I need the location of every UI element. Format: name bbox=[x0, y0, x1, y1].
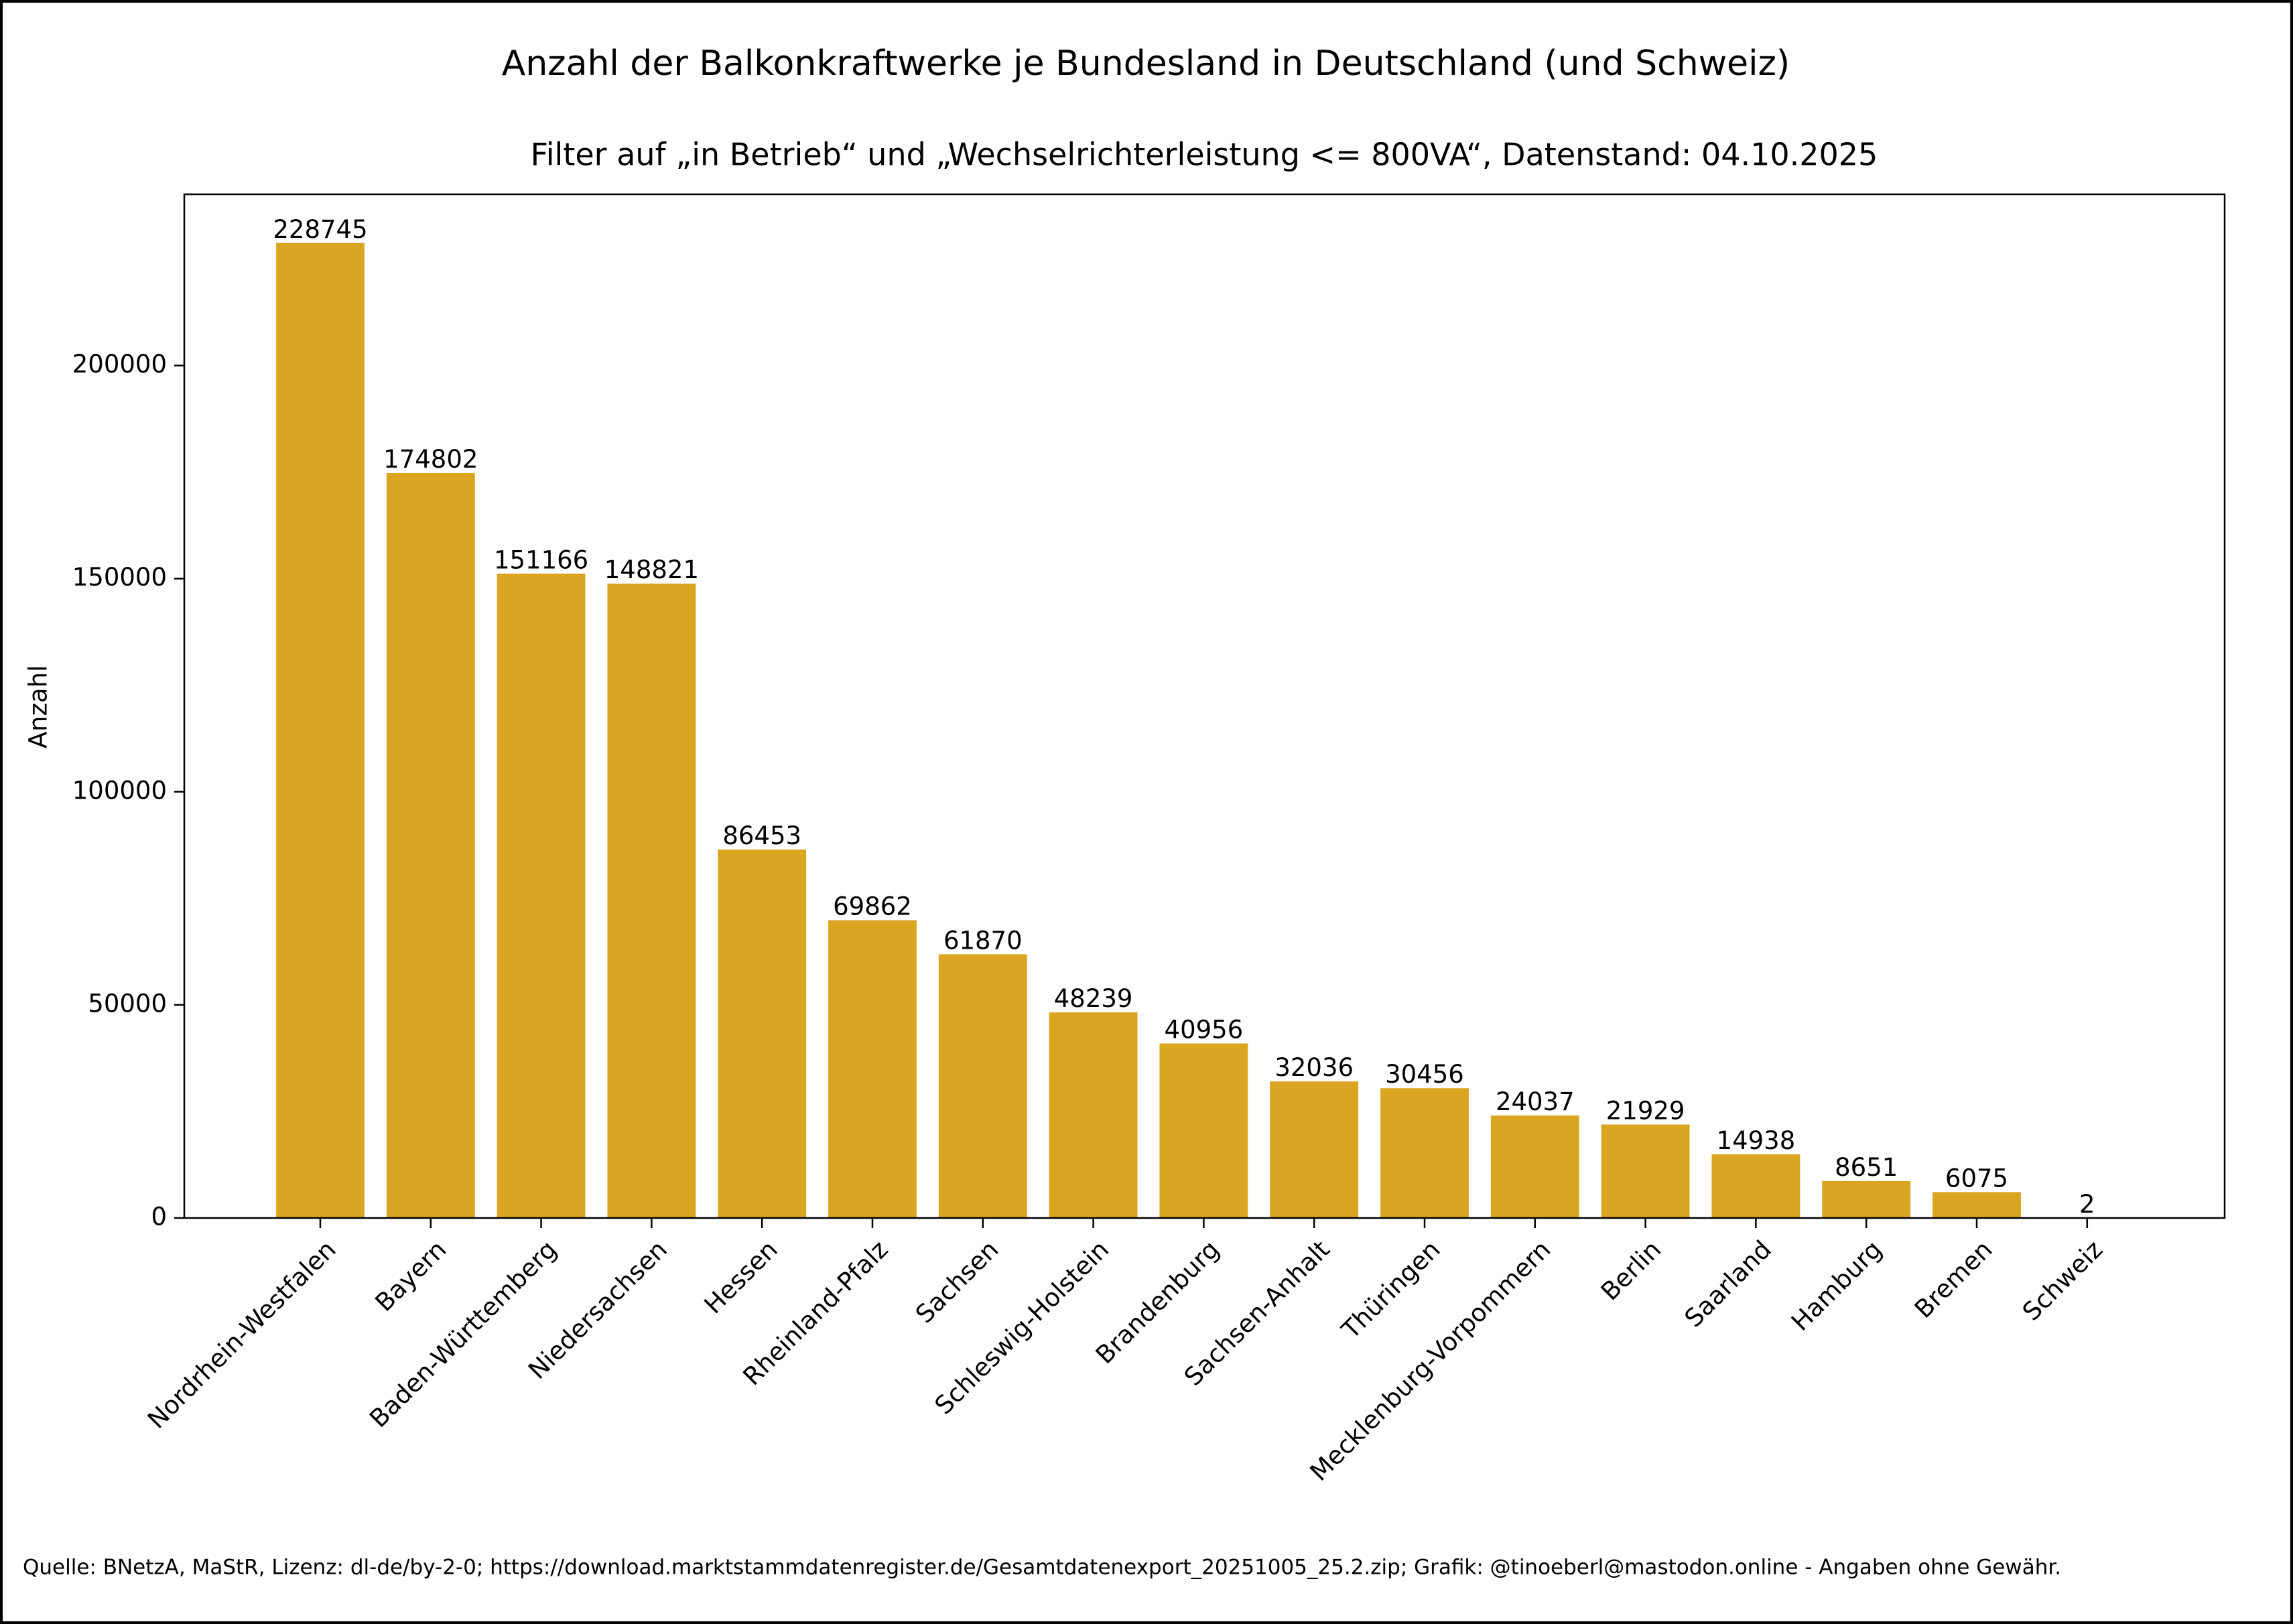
bar bbox=[386, 472, 475, 1218]
bar bbox=[1380, 1088, 1469, 1218]
bar bbox=[828, 920, 917, 1218]
bar bbox=[1159, 1043, 1248, 1218]
bar bbox=[1932, 1192, 2021, 1218]
y-tick-label: 150000 bbox=[72, 563, 167, 592]
value-label: 228745 bbox=[273, 215, 367, 244]
value-label: 14938 bbox=[1717, 1126, 1796, 1155]
value-label: 24037 bbox=[1496, 1087, 1575, 1116]
y-axis-label: Anzahl bbox=[24, 665, 53, 749]
y-tick-label: 0 bbox=[151, 1203, 167, 1231]
value-label: 148821 bbox=[604, 555, 699, 584]
bar bbox=[1490, 1115, 1579, 1218]
chart-title: Anzahl der Balkonkraftwerke je Bundeslan… bbox=[502, 44, 1790, 84]
bar bbox=[1049, 1012, 1138, 1218]
bar bbox=[1822, 1180, 1911, 1218]
chart-subtitle: Filter auf „in Betrieb“ und „Wechselrich… bbox=[531, 137, 1878, 173]
value-label: 48239 bbox=[1054, 984, 1133, 1013]
y-tick-label: 200000 bbox=[72, 350, 167, 379]
bar bbox=[1711, 1154, 1800, 1218]
value-label: 69862 bbox=[833, 892, 912, 921]
value-label: 86453 bbox=[722, 821, 801, 850]
y-tick-label: 50000 bbox=[88, 989, 167, 1018]
bar bbox=[938, 954, 1027, 1218]
bar bbox=[607, 584, 696, 1218]
value-label: 30456 bbox=[1385, 1060, 1464, 1089]
value-label: 174802 bbox=[383, 445, 478, 474]
value-label: 6075 bbox=[1945, 1164, 2008, 1193]
source-note: Quelle: BNetzA, MaStR, Lizenz: dl-de/by-… bbox=[23, 1556, 2061, 1580]
y-tick-label: 100000 bbox=[72, 776, 167, 805]
value-label: 8651 bbox=[1835, 1153, 1898, 1182]
bar bbox=[1601, 1124, 1690, 1218]
value-label: 32036 bbox=[1274, 1053, 1354, 1082]
bar bbox=[276, 243, 365, 1218]
value-label: 151166 bbox=[494, 545, 588, 574]
bar bbox=[718, 849, 807, 1218]
bar bbox=[497, 573, 586, 1218]
value-label: 40956 bbox=[1165, 1015, 1244, 1044]
bar bbox=[1270, 1081, 1359, 1218]
plot-frame bbox=[183, 193, 2226, 1219]
value-label: 2 bbox=[2079, 1190, 2095, 1219]
value-label: 21929 bbox=[1606, 1096, 1685, 1125]
value-label: 61870 bbox=[943, 926, 1023, 955]
